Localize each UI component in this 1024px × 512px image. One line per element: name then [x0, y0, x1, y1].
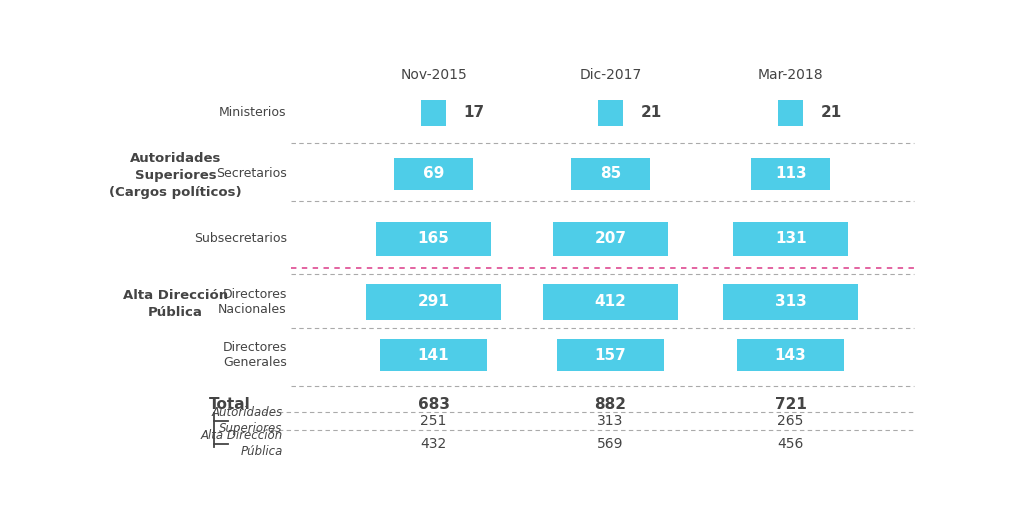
Text: Total: Total	[209, 397, 251, 412]
Text: Ministerios: Ministerios	[219, 106, 287, 119]
Text: 165: 165	[418, 231, 450, 246]
Text: Nov-2015: Nov-2015	[400, 68, 467, 82]
Text: 569: 569	[597, 437, 624, 451]
Bar	[557, 339, 665, 371]
Text: 412: 412	[595, 294, 627, 309]
Text: 265: 265	[777, 414, 804, 428]
Text: 143: 143	[775, 348, 807, 362]
Text: Subsecretarios: Subsecretarios	[194, 232, 287, 245]
Bar	[376, 222, 492, 255]
Text: 21: 21	[641, 105, 662, 120]
Text: 157: 157	[595, 348, 627, 362]
Text: 456: 456	[777, 437, 804, 451]
Bar	[598, 100, 624, 125]
Text: 131: 131	[775, 231, 807, 246]
Text: 251: 251	[420, 414, 446, 428]
Text: 721: 721	[775, 397, 807, 412]
Bar	[421, 100, 446, 125]
Text: 85: 85	[600, 166, 622, 181]
Text: 113: 113	[775, 166, 807, 181]
Text: 313: 313	[775, 294, 807, 309]
Text: 17: 17	[464, 105, 484, 120]
Text: Directores
Nacionales: Directores Nacionales	[218, 288, 287, 316]
Text: 432: 432	[421, 437, 446, 451]
Bar	[380, 339, 487, 371]
Text: Mar-2018: Mar-2018	[758, 68, 823, 82]
Bar	[570, 158, 650, 189]
Bar	[751, 158, 830, 189]
Bar	[778, 100, 804, 125]
Text: Alta Dirección
Pública: Alta Dirección Pública	[201, 430, 283, 458]
Bar	[733, 222, 848, 255]
Bar	[553, 222, 668, 255]
Text: Autoridades
Superiores: Autoridades Superiores	[212, 407, 283, 436]
Text: 141: 141	[418, 348, 450, 362]
Bar	[723, 284, 858, 319]
Text: 69: 69	[423, 166, 444, 181]
Text: 683: 683	[418, 397, 450, 412]
Text: 21: 21	[821, 105, 842, 120]
Text: 882: 882	[595, 397, 627, 412]
Bar	[394, 158, 473, 189]
Text: 207: 207	[595, 231, 627, 246]
Text: 313: 313	[597, 414, 624, 428]
Text: 291: 291	[418, 294, 450, 309]
Bar	[737, 339, 844, 371]
Bar	[543, 284, 678, 319]
Text: Autoridades
Superiores
(Cargos políticos): Autoridades Superiores (Cargos políticos…	[110, 152, 242, 199]
Bar	[367, 284, 501, 319]
Text: Directores
Generales: Directores Generales	[222, 341, 287, 369]
Text: Alta Dirección
Pública: Alta Dirección Pública	[123, 289, 228, 319]
Text: Secretarios: Secretarios	[216, 167, 287, 180]
Text: Dic-2017: Dic-2017	[580, 68, 642, 82]
